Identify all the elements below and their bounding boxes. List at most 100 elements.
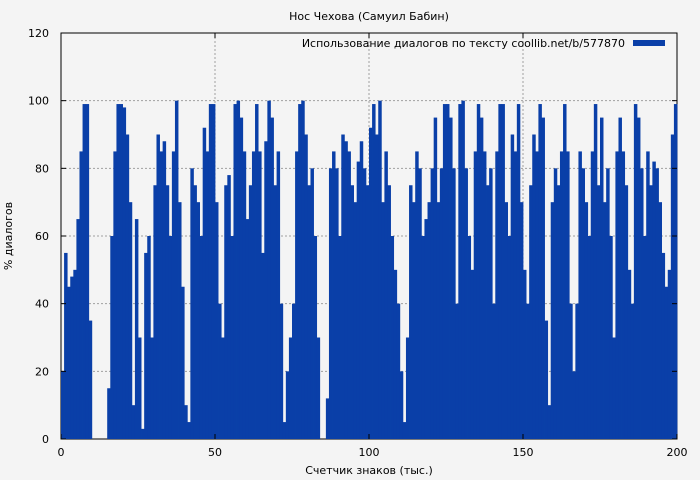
y-tick-label: 80 bbox=[35, 162, 49, 175]
bar bbox=[526, 303, 530, 439]
bar bbox=[211, 104, 216, 440]
bar bbox=[276, 151, 281, 439]
bar bbox=[587, 236, 592, 439]
bar bbox=[646, 151, 650, 439]
bar bbox=[341, 134, 345, 439]
bars bbox=[61, 100, 678, 440]
x-tick-label: 0 bbox=[58, 446, 65, 459]
bar bbox=[224, 185, 228, 439]
bar bbox=[202, 127, 207, 439]
legend: Использование диалогов по тексту coollib… bbox=[302, 37, 665, 50]
bar bbox=[196, 202, 200, 439]
bar bbox=[578, 151, 582, 439]
bar bbox=[603, 202, 607, 439]
bar bbox=[199, 236, 204, 439]
bar bbox=[119, 104, 123, 440]
bar bbox=[242, 151, 247, 439]
bar bbox=[110, 236, 114, 439]
bar bbox=[399, 371, 404, 439]
x-axis-label: Счетчик знаков (тыс.) bbox=[305, 464, 433, 477]
bar bbox=[332, 151, 336, 439]
bar bbox=[575, 303, 579, 439]
y-tick-label: 100 bbox=[28, 95, 49, 108]
bar bbox=[165, 185, 170, 439]
bar bbox=[174, 100, 179, 440]
bar bbox=[661, 252, 666, 439]
bar bbox=[328, 168, 333, 440]
bar bbox=[310, 168, 314, 440]
bar bbox=[88, 320, 93, 439]
bar bbox=[563, 104, 567, 440]
bar bbox=[541, 117, 545, 439]
bar bbox=[187, 422, 191, 439]
bar bbox=[73, 269, 77, 439]
bar bbox=[590, 151, 595, 439]
bar bbox=[116, 104, 120, 440]
bar bbox=[473, 151, 478, 439]
bar bbox=[396, 303, 401, 439]
bar bbox=[618, 117, 622, 439]
bar bbox=[245, 219, 250, 439]
bar bbox=[464, 168, 468, 440]
bar bbox=[486, 185, 490, 439]
bar bbox=[442, 104, 447, 440]
bar bbox=[498, 104, 502, 440]
bar bbox=[353, 202, 358, 439]
bar bbox=[285, 371, 290, 439]
bar bbox=[412, 202, 416, 439]
bar bbox=[208, 104, 213, 440]
bar bbox=[359, 141, 364, 439]
bar bbox=[458, 104, 462, 440]
bar bbox=[375, 134, 379, 439]
bar bbox=[76, 219, 80, 439]
bar bbox=[415, 151, 419, 439]
bar bbox=[261, 252, 265, 439]
bar bbox=[270, 117, 274, 439]
bar bbox=[596, 185, 601, 439]
bar bbox=[544, 320, 549, 439]
bar bbox=[538, 104, 542, 440]
bar bbox=[153, 185, 157, 439]
bar bbox=[643, 236, 647, 439]
bar bbox=[230, 236, 234, 439]
bar bbox=[221, 337, 225, 439]
bar bbox=[356, 161, 361, 440]
bar bbox=[236, 100, 241, 440]
bar bbox=[529, 185, 533, 439]
bar bbox=[427, 202, 431, 439]
bar bbox=[652, 161, 656, 440]
bar bbox=[61, 371, 65, 439]
bar bbox=[510, 134, 515, 439]
bar bbox=[569, 303, 573, 439]
bar bbox=[593, 104, 598, 440]
bar bbox=[452, 168, 456, 440]
bar bbox=[455, 303, 459, 439]
bar bbox=[122, 107, 127, 439]
bar bbox=[584, 202, 589, 439]
x-tick-label: 200 bbox=[667, 446, 688, 459]
bar bbox=[489, 168, 493, 440]
bar bbox=[390, 236, 395, 439]
bar bbox=[264, 141, 268, 439]
bar bbox=[532, 134, 536, 439]
bar bbox=[630, 303, 635, 439]
bar bbox=[393, 269, 398, 439]
bar bbox=[405, 337, 410, 439]
bar bbox=[513, 151, 518, 439]
bar bbox=[125, 134, 130, 439]
bar bbox=[227, 175, 231, 439]
bar bbox=[402, 422, 407, 439]
y-tick-label: 0 bbox=[42, 433, 49, 446]
bar bbox=[461, 100, 465, 440]
bar bbox=[205, 151, 210, 439]
bar bbox=[516, 104, 521, 440]
bar bbox=[507, 236, 512, 439]
x-tick-label: 100 bbox=[359, 446, 380, 459]
bar bbox=[372, 104, 376, 440]
bar bbox=[446, 104, 450, 440]
bar bbox=[658, 202, 662, 439]
bar bbox=[384, 151, 388, 439]
bar bbox=[79, 151, 83, 439]
x-tick-label: 150 bbox=[513, 446, 534, 459]
bar bbox=[479, 117, 484, 439]
